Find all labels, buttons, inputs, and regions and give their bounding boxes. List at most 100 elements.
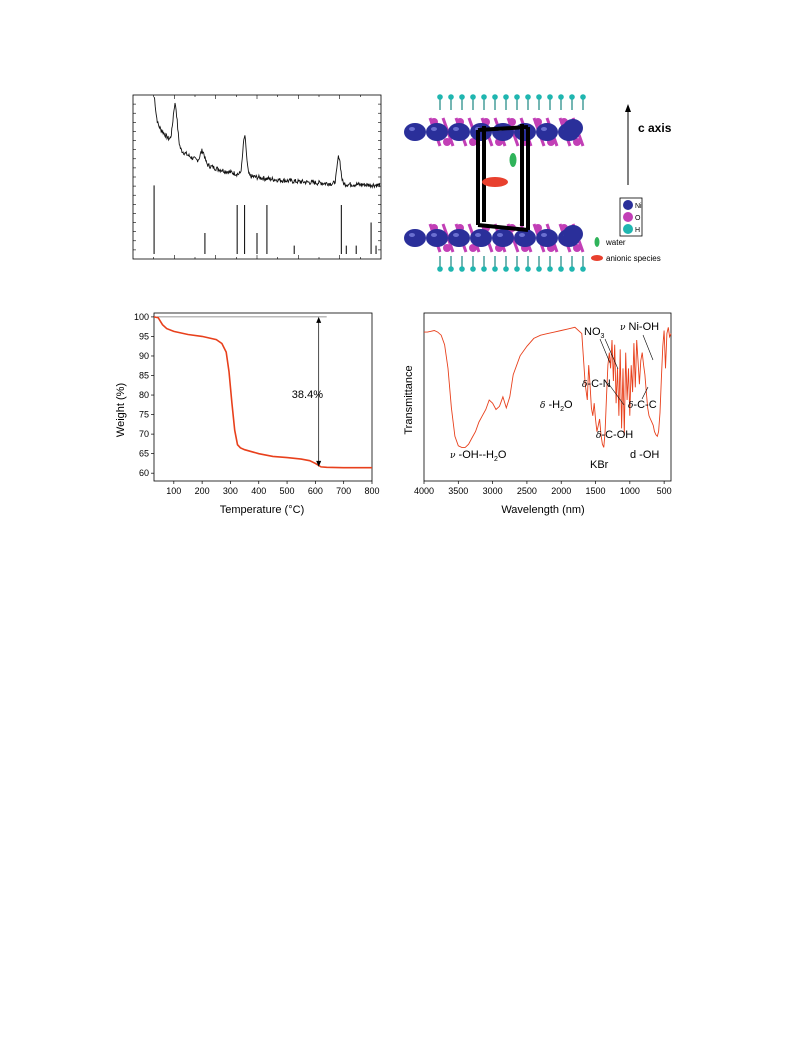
ni-atom	[470, 229, 492, 247]
anionic-species-marker	[482, 177, 508, 187]
tga-y-tick-label: 60	[139, 468, 149, 478]
ni-atom	[448, 229, 470, 247]
ni-atom	[426, 123, 448, 141]
o-atom	[534, 118, 542, 126]
ir-x-tick-label: 500	[657, 486, 672, 496]
tga-y-tick-label: 100	[134, 312, 149, 322]
h-atom	[525, 266, 531, 272]
tga-x-tick-label: 300	[223, 486, 238, 496]
ni-atom-highlight	[409, 233, 415, 237]
ir-label-kbr: KBr	[590, 459, 609, 471]
h-atom	[503, 94, 509, 100]
h-atom	[547, 94, 553, 100]
h-atom	[470, 266, 476, 272]
o-atom	[573, 138, 581, 146]
h-atom	[514, 266, 520, 272]
ir-label-c-n: δ-C-N	[582, 378, 611, 390]
h-atom	[448, 94, 454, 100]
ni-atom	[404, 123, 426, 141]
h-atom	[580, 266, 586, 272]
ir-annotation-pointer	[607, 382, 625, 406]
h-atom	[503, 266, 509, 272]
tga-y-tick-label: 90	[139, 351, 149, 361]
tga-weight-curve	[153, 316, 372, 469]
o-atom	[469, 244, 477, 252]
ni-atom-highlight	[497, 233, 503, 237]
ir-x-axis-label: Wavelength (nm)	[501, 504, 584, 516]
h-atom	[481, 266, 487, 272]
h-atom	[437, 94, 443, 100]
ni-atom	[492, 229, 514, 247]
o-atom	[508, 118, 516, 126]
h-atom	[481, 94, 487, 100]
ni-atom-highlight	[453, 233, 459, 237]
ni-atom-highlight	[475, 233, 481, 237]
ir-label-c-oh: δ-C-OH	[596, 429, 633, 441]
ni-atom	[404, 229, 426, 247]
tga-loss-annotation: 38.4%	[292, 389, 323, 401]
ni-atom-highlight	[519, 233, 525, 237]
h-atom	[459, 266, 465, 272]
o-atom	[573, 244, 581, 252]
ni-atom-highlight	[453, 127, 459, 131]
ni-atom-highlight	[409, 127, 415, 131]
c-axis-arrowhead	[625, 104, 631, 112]
legend-label-h: H	[635, 227, 640, 234]
h-atom	[470, 94, 476, 100]
tga-frame	[153, 312, 373, 482]
ni-atom	[492, 123, 514, 141]
ir-x-tick-label: 3000	[483, 486, 503, 496]
ni-atom-highlight	[541, 233, 547, 237]
legend-label-ni: Ni	[635, 203, 642, 210]
tga-y-tick-label: 70	[139, 429, 149, 439]
ir-label-ni-oh: ν Ni-OH	[620, 321, 659, 333]
legend-label-o: O	[635, 215, 641, 222]
o-atom	[534, 224, 542, 232]
ir-x-tick-label: 3500	[448, 486, 468, 496]
h-atom	[492, 266, 498, 272]
legend-swatch-ni	[623, 200, 633, 210]
o-atom	[469, 138, 477, 146]
ir-y-axis-label: Transmittance	[403, 365, 415, 434]
ni-atom-highlight	[541, 127, 547, 131]
legend-box	[619, 197, 643, 237]
ni-atom	[470, 123, 492, 141]
tga-loss-arrowhead-top	[316, 316, 322, 323]
h-atom	[580, 94, 586, 100]
ir-x-tick-label: 2500	[517, 486, 537, 496]
tga-y-tick-label: 75	[139, 410, 149, 420]
h-atom	[558, 266, 564, 272]
h-atom	[459, 94, 465, 100]
ir-label-d-oh: d -OH	[630, 449, 659, 461]
o-atom	[443, 138, 451, 146]
ni-atom	[514, 229, 536, 247]
h-atom	[437, 266, 443, 272]
ir-label-c-c: δ-C-C	[628, 399, 657, 411]
ir-annotation-pointer	[641, 386, 649, 400]
h-atom	[547, 266, 553, 272]
tga-x-tick-label: 400	[251, 486, 266, 496]
tga-x-tick-label: 100	[166, 486, 181, 496]
xrd-plot	[132, 94, 382, 260]
tga-y-tick-label: 80	[139, 390, 149, 400]
h-atom	[536, 266, 542, 272]
ni-atom-highlight	[431, 127, 437, 131]
ir-label-oh-h2o: ν -OH--H2O	[450, 449, 507, 463]
ir-x-tick-label: 1500	[586, 486, 606, 496]
ir-frame	[423, 312, 672, 482]
c-axis-label: c axis	[638, 121, 672, 135]
h-atom	[492, 94, 498, 100]
tga-y-axis-label: Weight (%)	[115, 383, 127, 437]
tga-y-tick-label: 85	[139, 371, 149, 381]
ir-label-no3: NO3	[584, 326, 605, 340]
tga-x-axis-label: Temperature (°C)	[220, 504, 304, 516]
tga-plot: Weight (%) Temperature (°C) 38.4% 100 200…	[115, 312, 380, 516]
ni-atom	[448, 123, 470, 141]
ir-x-tick-label: 2000	[551, 486, 571, 496]
tga-x-tick-label: 200	[195, 486, 210, 496]
tga-chart: Weight (%) Temperature (°C) 38.4% 100 200…	[110, 305, 380, 520]
h-atom	[514, 94, 520, 100]
ir-plot: Transmittance Wavelength (nm) 4000 3500 30…	[403, 312, 672, 516]
